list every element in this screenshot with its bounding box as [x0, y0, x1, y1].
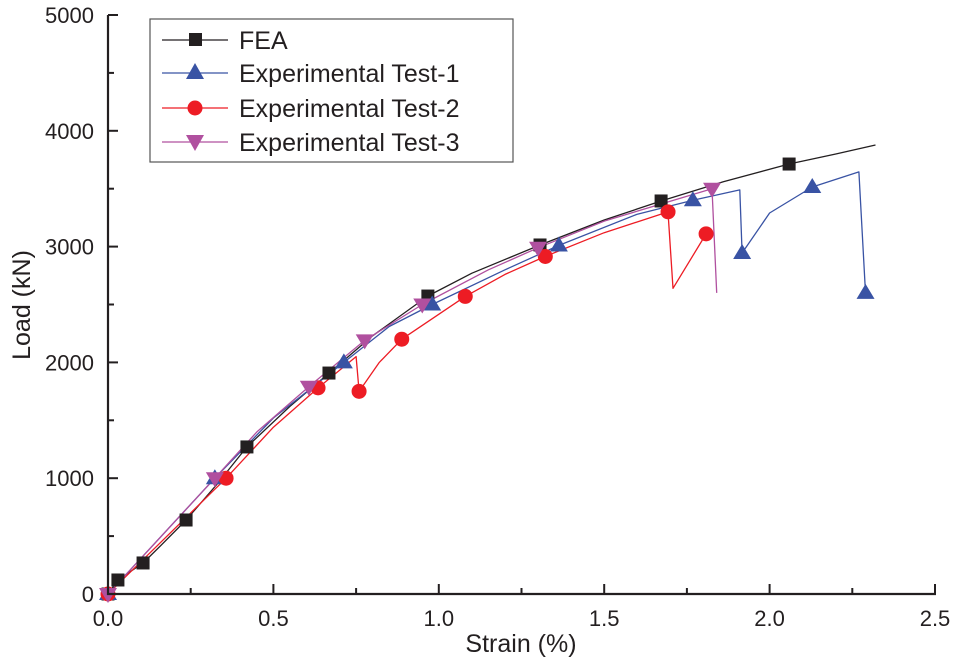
x-tick-label: 0.5	[258, 606, 289, 631]
legend-label: Experimental Test-3	[239, 129, 459, 157]
legend-box	[149, 18, 514, 163]
data-point-square	[136, 556, 150, 570]
y-axis-title: Load (kN)	[8, 250, 36, 360]
legend-label: Experimental Test-2	[239, 95, 459, 123]
x-tick-label: 1.5	[589, 606, 620, 631]
data-point-triangle-down	[355, 334, 374, 350]
data-point-triangle-up	[733, 243, 752, 259]
data-point-circle	[394, 331, 410, 347]
data-point-triangle-down	[413, 298, 432, 314]
data-point-circle	[537, 248, 553, 264]
data-point-triangle-up	[683, 191, 702, 207]
data-point-circle	[351, 383, 367, 399]
series-line-0	[107, 144, 876, 595]
series-line-1	[107, 171, 867, 595]
x-tick-label: 1.0	[424, 606, 455, 631]
tick-labels: 0.0 0.5 1.0 1.5 2.0 2.5 0 1000 2000 3000…	[45, 3, 950, 631]
data-point-triangle-up	[334, 353, 353, 369]
ticks	[107, 14, 936, 595]
data-point-square	[240, 440, 254, 454]
data-point-circle	[457, 288, 473, 304]
data-point-triangle-up	[856, 283, 875, 299]
data-point-triangle-down	[703, 182, 722, 198]
legend-label: Experimental Test-1	[239, 60, 459, 88]
data-point-triangle-down	[99, 588, 117, 603]
data-point-triangle-up	[803, 177, 822, 193]
legend: FEA Experimental Test-1 Experimental Tes…	[149, 18, 514, 163]
series-line-2	[107, 211, 707, 595]
y-tick-label: 2000	[45, 350, 94, 375]
y-tick-label: 1000	[45, 466, 94, 491]
data-point-square	[654, 194, 668, 208]
triangle-up-marker-icon	[186, 63, 204, 79]
data-point-square	[111, 573, 125, 587]
data-point-square	[782, 157, 796, 171]
x-tick-label: 2.0	[754, 606, 785, 631]
legend-item-test-3: Experimental Test-3	[162, 129, 459, 157]
legend-item-test-2: Experimental Test-2	[162, 95, 459, 123]
series-line-3	[107, 188, 718, 595]
x-tick-label: 0.0	[93, 606, 124, 631]
x-axis-title: Strain (%)	[465, 630, 576, 658]
data-point-circle	[660, 204, 676, 220]
y-tick-label: 3000	[45, 235, 94, 260]
square-marker-icon	[189, 33, 202, 46]
data-point-square	[179, 513, 193, 527]
plot-markers	[99, 157, 875, 603]
legend-label: FEA	[239, 27, 288, 55]
legend-item-fea: FEA	[162, 27, 288, 55]
data-point-circle	[698, 226, 714, 242]
data-point-triangle-down	[299, 380, 318, 396]
data-point-triangle-up	[423, 295, 442, 311]
legend-item-test-1: Experimental Test-1	[162, 60, 459, 88]
data-point-triangle-up	[549, 236, 568, 252]
data-point-triangle-down	[205, 472, 224, 488]
x-tick-label: 2.5	[920, 606, 951, 631]
triangle-down-marker-icon	[186, 135, 204, 151]
y-tick-label: 5000	[45, 3, 94, 28]
data-point-square	[322, 366, 336, 380]
y-tick-label: 0	[82, 582, 94, 607]
circle-marker-icon	[187, 100, 203, 116]
y-tick-label: 4000	[45, 119, 94, 144]
data-point-triangle-down	[529, 241, 548, 257]
plot-lines	[107, 144, 876, 595]
